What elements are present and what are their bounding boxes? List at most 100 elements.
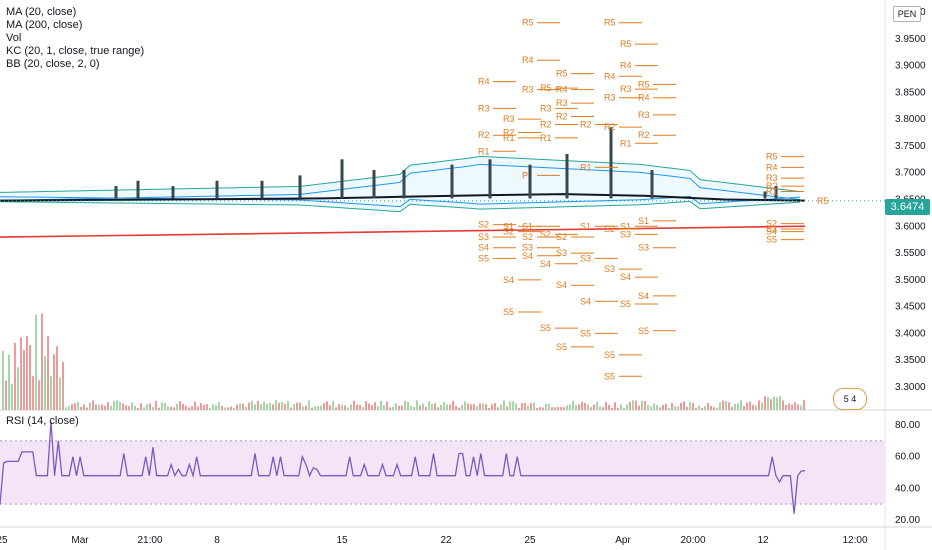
volume-bar — [155, 400, 157, 410]
volume-bar — [617, 407, 619, 410]
pivot-label: S5 — [604, 350, 615, 360]
flag-icon[interactable]: 5 4 — [833, 388, 867, 410]
volume-bar — [95, 404, 97, 410]
pivot-label: S3 — [766, 224, 777, 234]
price-tick-label: 3.3500 — [895, 355, 926, 366]
pivot-label: S5 — [503, 307, 514, 317]
rsi-title[interactable]: RSI (14, close) — [6, 415, 79, 427]
volume-bar — [5, 380, 7, 410]
pivot-label: R2 — [556, 111, 568, 121]
volume-bar — [26, 336, 28, 410]
volume-bar — [539, 407, 541, 410]
volume-bar — [395, 403, 397, 410]
volume-bar — [98, 404, 100, 410]
volume-bar — [176, 403, 178, 410]
volume-bar — [236, 404, 238, 410]
volume-bar — [80, 406, 82, 410]
volume-bar — [47, 336, 49, 410]
pivot-label: S4 — [638, 291, 649, 301]
time-tick-label: 22 — [440, 535, 452, 546]
volume-bar — [626, 404, 628, 410]
volume-bar — [425, 407, 427, 410]
volume-bar — [44, 356, 46, 410]
pivot-label: S4 — [580, 296, 591, 306]
volume-bar — [323, 403, 325, 410]
candle-spike — [488, 159, 492, 199]
pivot-label: S3 — [478, 232, 489, 242]
volume-bar — [785, 404, 787, 410]
volume-bar — [446, 404, 448, 410]
pivot-label: R2 — [478, 130, 490, 140]
candle-spike — [528, 164, 532, 199]
pivot-label: S1 — [522, 221, 533, 231]
candle-spike — [136, 180, 140, 199]
volume-bar — [359, 404, 361, 410]
price-tick-label: 3.5000 — [895, 275, 926, 286]
candle-spike — [215, 180, 219, 199]
volume-bar — [215, 405, 217, 410]
volume-bar — [92, 400, 94, 410]
time-tick-label: 20:00 — [680, 535, 705, 546]
volume-bar — [584, 403, 586, 410]
volume-bar — [581, 401, 583, 410]
indicator-bb-label[interactable]: BB (20, close, 2, 0) — [6, 58, 100, 70]
indicator-ma200-label[interactable]: MA (200, close) — [6, 19, 83, 31]
volume-bar — [23, 350, 25, 410]
volume-bar — [560, 407, 562, 410]
volume-bar — [569, 404, 571, 410]
volume-bar — [320, 405, 322, 410]
volume-bar — [587, 404, 589, 410]
indicator-vol-label[interactable]: Vol — [6, 32, 22, 44]
indicator-kc-label[interactable]: KC (20, 1, close, true range) — [6, 45, 145, 57]
volume-bar — [380, 400, 382, 410]
volume-bar — [392, 406, 394, 410]
volume-bar — [755, 405, 757, 410]
indicator-ma20-label[interactable]: MA (20, close) — [6, 6, 77, 18]
volume-bar — [179, 401, 181, 410]
volume-bar — [653, 403, 655, 410]
pivot-label: S2 — [522, 232, 533, 242]
volume-bar — [758, 400, 760, 410]
volume-bar — [170, 406, 172, 410]
pivot-label: S3 — [556, 248, 567, 258]
volume-bar — [314, 406, 316, 410]
pivot-label: S3 — [522, 243, 533, 253]
volume-bar — [557, 406, 559, 410]
pivot-label: R1 — [580, 162, 592, 172]
pivot-label: R1 — [478, 146, 490, 156]
currency-badge[interactable]: PEN — [893, 6, 921, 22]
ma200-line — [0, 225, 806, 238]
volume-bar — [680, 402, 682, 410]
volume-bar — [725, 400, 727, 410]
volume-bar — [485, 404, 487, 410]
pivot-levels: R4R3R2R1S2S3S4S5R3R2R1S1S2S4S5R5R4R3PS1S… — [478, 18, 829, 382]
volume-bar — [731, 406, 733, 410]
volume-bar — [335, 407, 337, 410]
volume-bar — [59, 377, 61, 410]
pivot-label: R2 — [638, 130, 650, 140]
volume-bar — [296, 402, 298, 410]
volume-bar — [467, 403, 469, 410]
volume-bar — [545, 404, 547, 410]
pivot-label: R3 — [522, 85, 534, 95]
volume-bar — [416, 400, 418, 410]
volume-bar — [515, 403, 517, 410]
volume-bar — [227, 407, 229, 410]
volume-bar — [440, 404, 442, 410]
volume-bar — [563, 407, 565, 410]
pivot-label: S5 — [580, 328, 591, 338]
pivot-label: S2 — [478, 220, 489, 230]
volume-bar — [389, 407, 391, 410]
volume-bar — [479, 403, 481, 410]
volume-bar — [209, 407, 211, 410]
volume-bar — [185, 405, 187, 410]
volume-bar — [167, 406, 169, 410]
volume-bar — [761, 402, 763, 410]
volume-bar — [104, 405, 106, 410]
volume-bar — [500, 404, 502, 410]
volume-bar — [14, 342, 16, 410]
volume-bar — [782, 400, 784, 410]
pivot-label: P — [522, 170, 528, 180]
pivot-label: R3 — [766, 173, 778, 183]
